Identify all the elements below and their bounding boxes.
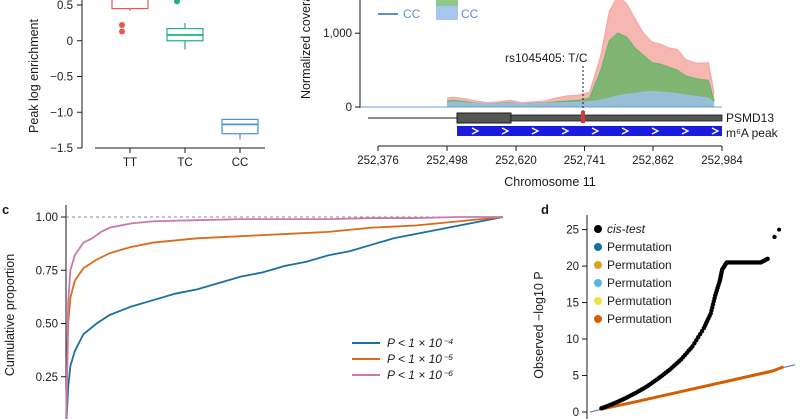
y-tick-label: 20 <box>566 261 579 273</box>
peak-direction-arrow <box>621 127 630 135</box>
legend-marker <box>594 225 602 233</box>
peak-direction-arrow <box>561 127 570 135</box>
x-tick-label: 252,376 <box>357 155 399 167</box>
legend-label: P < 1 × 10⁻⁶ <box>387 368 453 382</box>
y-tick-label: −0.5 <box>50 72 73 84</box>
legend-label: Permutation <box>607 240 672 254</box>
x-tick-label: 252,741 <box>564 155 606 167</box>
cis-test-point <box>765 256 770 261</box>
coverage-line <box>446 0 715 104</box>
peak-direction-arrow <box>651 127 660 135</box>
y-tick-label: 25 <box>566 225 579 237</box>
legend-fill-swatch <box>436 6 458 20</box>
legend-label-cc-fill: CC <box>461 7 479 21</box>
box-CC <box>221 118 259 135</box>
cdf-line <box>65 216 504 419</box>
legend-marker <box>594 315 602 323</box>
y-tick-label: 0.50 <box>36 319 58 331</box>
snp-label: rs1045405: T/C <box>505 51 588 65</box>
y-tick-label: 15 <box>566 298 579 310</box>
peak-direction-arrow <box>471 127 480 135</box>
legend-marker <box>594 279 602 287</box>
peak-direction-arrow <box>711 127 720 135</box>
panel-c-label: c <box>2 202 9 217</box>
snp-marker <box>581 111 585 123</box>
legend-label: Permutation <box>607 258 672 272</box>
y-tick-label: 0.75 <box>36 265 58 277</box>
x-tick-label: 252,984 <box>701 155 743 167</box>
panel-d-ylabel: Observed −log10 P <box>532 271 546 378</box>
x-tick-label: 252,498 <box>426 155 468 167</box>
y-tick-label: 0 <box>346 102 352 114</box>
y-tick-label: 5 <box>573 371 579 383</box>
y-tick-label: 0 <box>573 407 579 419</box>
y-tick-label: −1.0 <box>50 107 73 119</box>
y-tick-label: 1,000 <box>323 28 352 40</box>
y-tick-label: 0.25 <box>36 372 58 384</box>
coverage-area <box>447 91 715 107</box>
panel-a-ylabel: Peak log enrichment <box>27 18 41 132</box>
outlier-point <box>119 28 125 35</box>
panel-b: Normalized coverage 1,000 0 CC CC rs10454… <box>299 0 779 189</box>
x-tick-label: TC <box>177 157 192 169</box>
gene-label: PSMD13 <box>726 111 774 125</box>
y-tick-label: −1.5 <box>50 143 73 155</box>
cis-test-point <box>772 234 777 240</box>
x-tick-label: TT <box>123 157 137 169</box>
y-tick-label: 0.5 <box>57 0 73 12</box>
legend-label: P < 1 × 10⁻⁵ <box>387 352 453 366</box>
coverage-line <box>446 90 715 105</box>
outlier-point <box>119 22 125 29</box>
x-tick-label: CC <box>232 157 249 169</box>
gene-exon-1 <box>456 112 512 124</box>
panel-c-ylabel: Cumulative proportion <box>3 254 17 376</box>
x-tick-label: 252,862 <box>632 155 674 167</box>
cdf-line <box>65 216 504 419</box>
panel-b-ylabel: Normalized coverage <box>299 0 313 99</box>
y-tick-label: 0 <box>67 36 73 48</box>
permutation-points <box>601 365 785 411</box>
legend-label: Permutation <box>607 294 672 308</box>
y-tick-label: 10 <box>566 334 579 346</box>
panel-d-label: d <box>541 202 549 217</box>
x-tick-label: 252,620 <box>495 155 537 167</box>
panel-a: Peak log enrichment 0.5 0 −0.5 −1.0 −1.5 TT T… <box>27 0 265 169</box>
m6a-peak-label: m⁶A peak <box>726 126 779 140</box>
peak-direction-arrow <box>501 127 510 135</box>
legend-fill-swatch-top <box>436 0 458 6</box>
legend-label: Permutation <box>607 276 672 290</box>
peak-direction-arrow <box>681 127 690 135</box>
gene-exon-2 <box>510 114 723 122</box>
legend-marker <box>594 261 602 269</box>
y-tick-label: 1.00 <box>36 212 58 224</box>
peak-direction-arrow <box>591 127 600 135</box>
outlier-point <box>174 0 180 5</box>
cdf-line <box>65 216 503 419</box>
coverage-area <box>447 33 715 108</box>
legend-label-cc-line: CC <box>403 7 421 21</box>
peak-direction-arrow <box>531 127 540 135</box>
legend-marker <box>594 243 602 251</box>
box-TT <box>111 0 149 10</box>
legend-label: cis-test <box>607 222 646 236</box>
panel-d: d Observed −log10 P 25 20 15 10 5 0 cis-test P… <box>532 202 796 419</box>
panel-c: c Cumulative proportion 1.00 0.75 0.50 0.25… <box>2 202 504 419</box>
panel-b-xlabel: Chromosome 11 <box>504 175 596 189</box>
legend-marker <box>594 297 602 305</box>
m6a-peak-bar <box>457 126 722 136</box>
legend-label: Permutation <box>607 312 672 326</box>
cis-test-point <box>777 227 782 232</box>
legend-label: P < 1 × 10⁻⁴ <box>387 336 453 350</box>
